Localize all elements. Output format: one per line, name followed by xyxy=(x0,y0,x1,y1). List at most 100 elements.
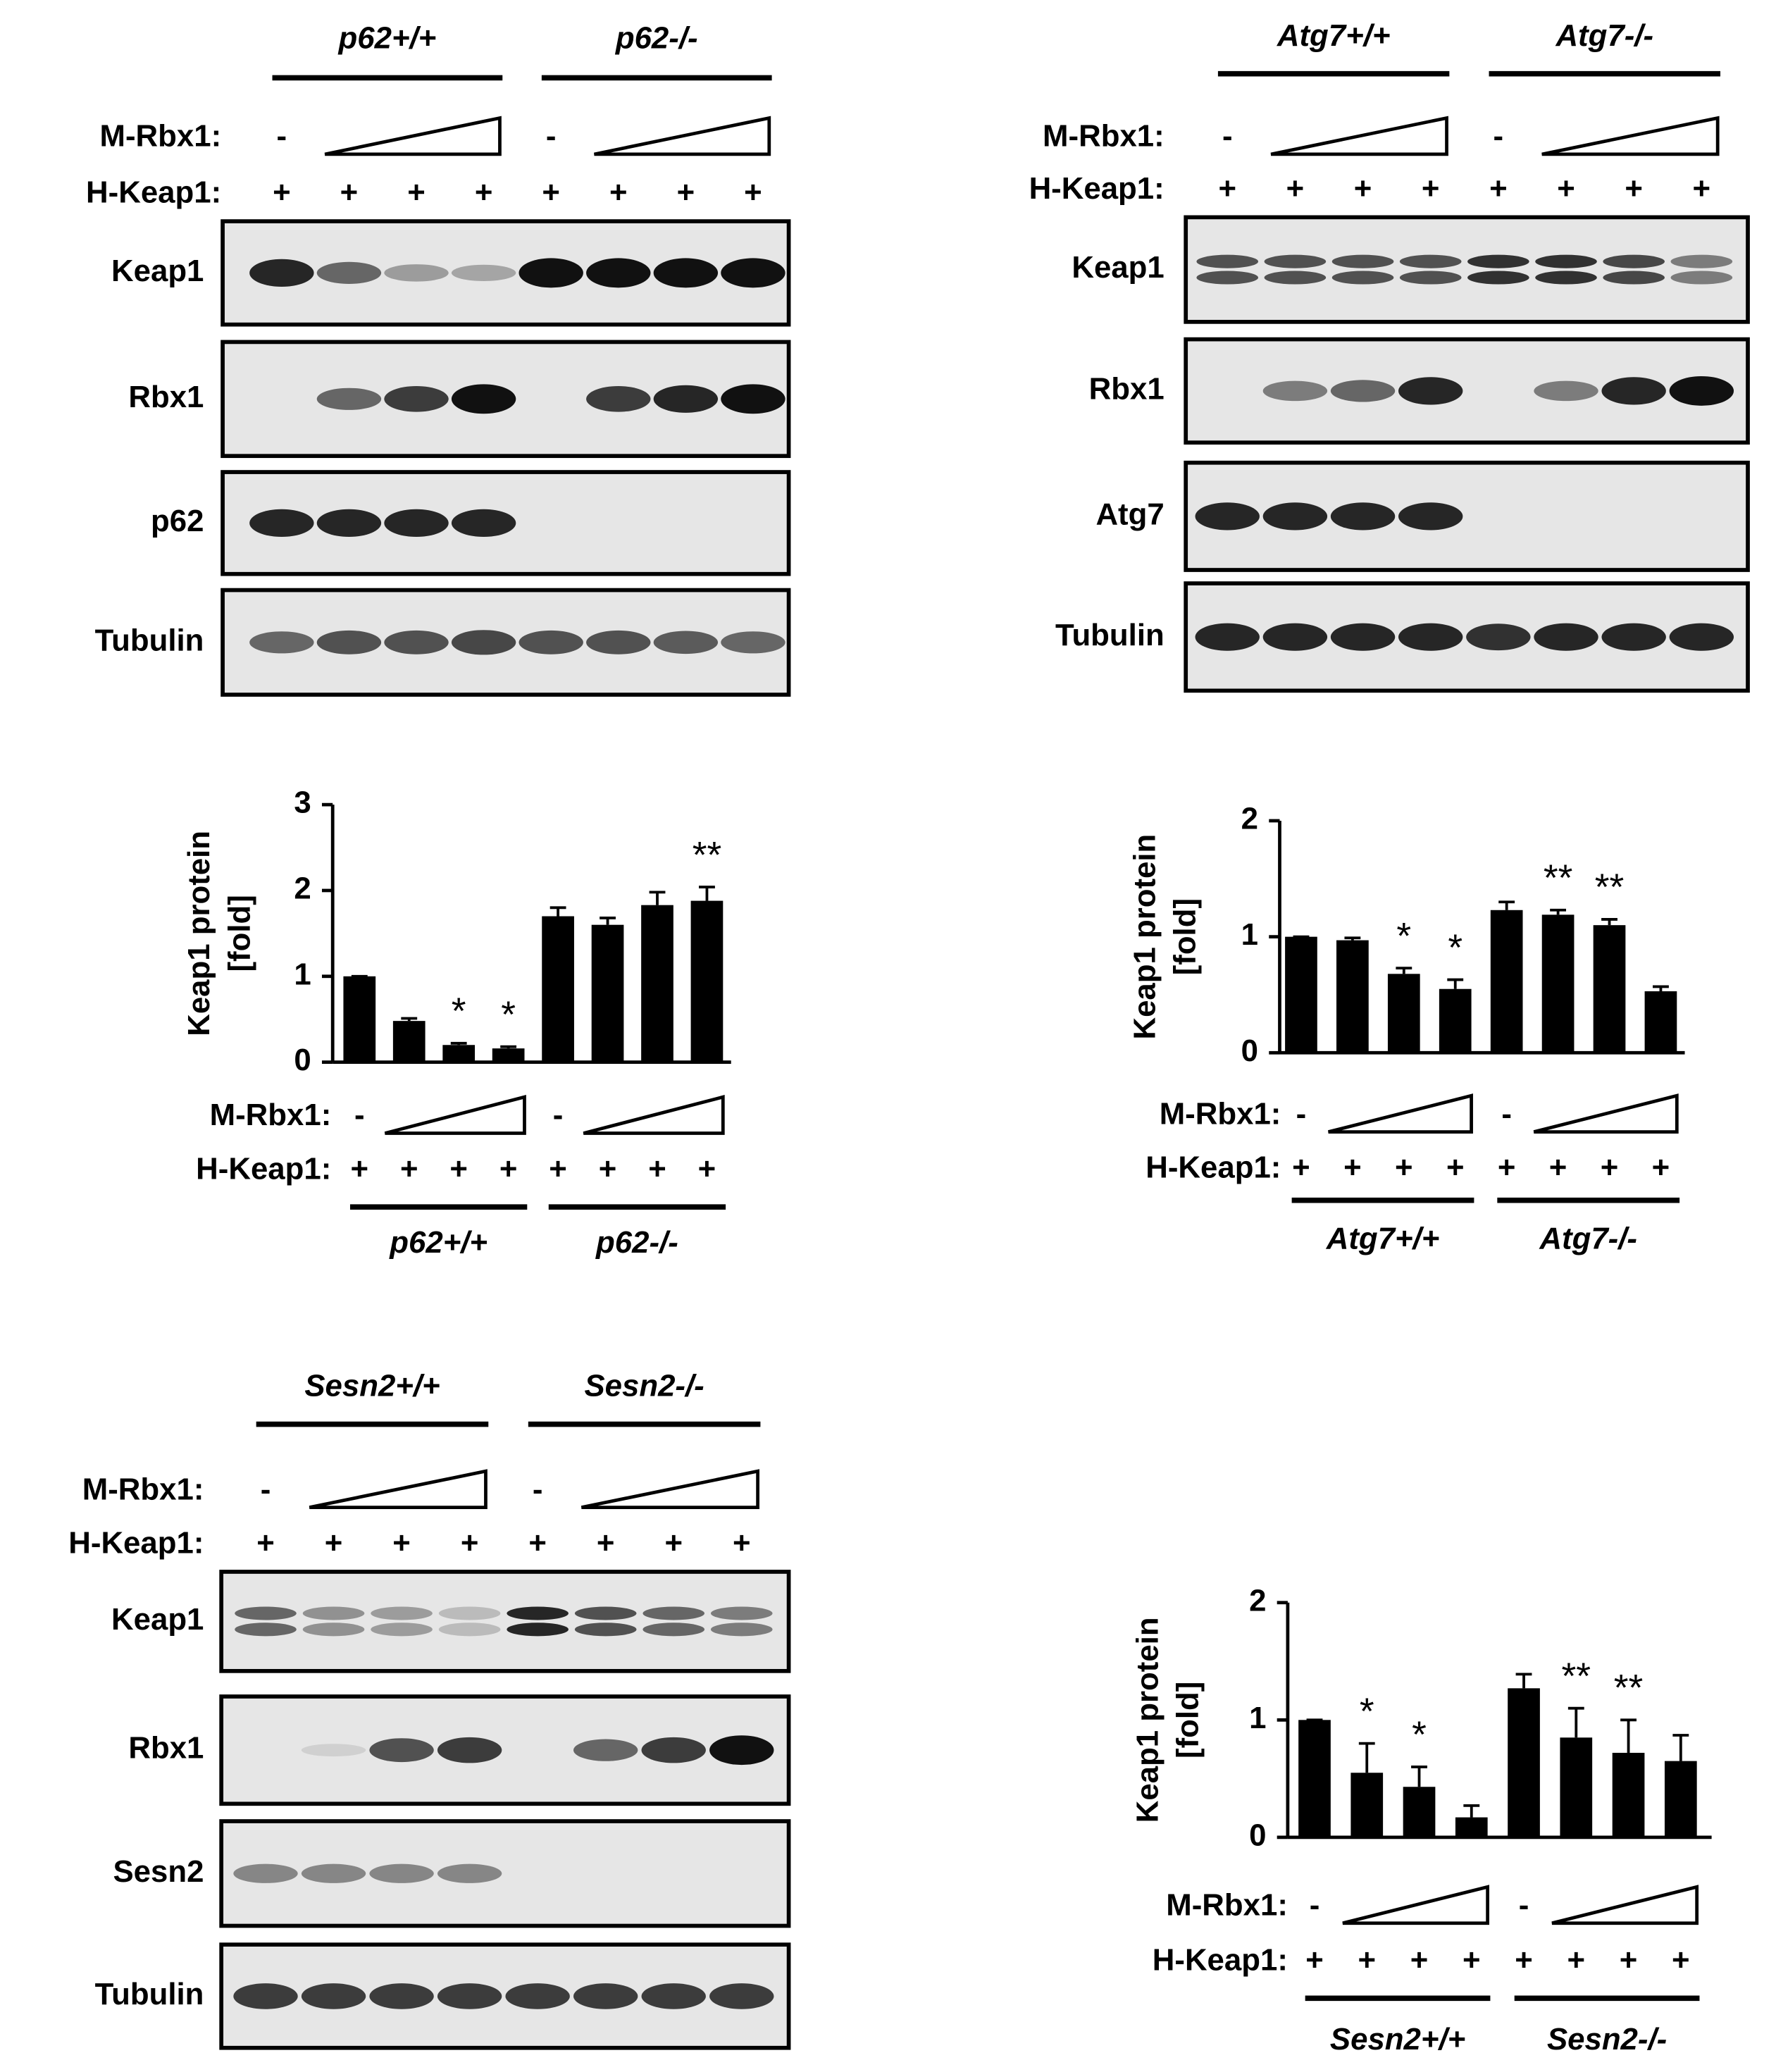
blot-panel xyxy=(219,1570,791,1673)
plus-sign: + xyxy=(1292,1150,1310,1184)
band xyxy=(451,264,516,281)
minus-sign: - xyxy=(354,1098,365,1132)
band xyxy=(301,1983,366,2009)
plus-sign: + xyxy=(273,175,291,210)
band xyxy=(1670,254,1733,268)
dose-wedge xyxy=(1541,116,1720,156)
significance: * xyxy=(1412,1714,1427,1756)
row-label: H-Keap1: xyxy=(1145,1150,1281,1184)
band xyxy=(233,1983,298,2009)
plus-sign: + xyxy=(1446,1150,1465,1184)
y-tick-label: 2 xyxy=(1241,802,1258,836)
dose-wedge xyxy=(594,116,771,156)
plus-sign: + xyxy=(1625,171,1643,206)
bar xyxy=(492,1048,525,1062)
band xyxy=(1467,271,1529,285)
plus-sign: + xyxy=(677,175,695,210)
plus-sign: + xyxy=(648,1151,666,1186)
band xyxy=(249,259,314,287)
band xyxy=(438,1606,501,1620)
plus-sign: + xyxy=(1305,1942,1324,1977)
bar xyxy=(1439,988,1472,1053)
minus-sign: - xyxy=(1310,1887,1320,1922)
band-label: Tubulin xyxy=(95,623,204,657)
band xyxy=(233,1863,298,1883)
plus-sign: + xyxy=(1498,1150,1516,1184)
dose-wedge xyxy=(1328,1093,1473,1134)
band xyxy=(1535,254,1597,268)
plus-sign: + xyxy=(1422,171,1440,206)
bar xyxy=(591,924,624,1062)
group-label: p62+/+ xyxy=(338,21,437,56)
band xyxy=(384,386,449,412)
band xyxy=(574,1606,637,1620)
plus-sign: + xyxy=(1652,1150,1670,1184)
bar xyxy=(392,1021,426,1062)
band-label: Keap1 xyxy=(111,1602,204,1637)
y-tick-label: 0 xyxy=(1241,1034,1258,1068)
plus-sign: + xyxy=(407,175,426,210)
plus-sign: + xyxy=(1218,171,1236,206)
row-label: H-Keap1: xyxy=(86,175,221,210)
plus-sign: + xyxy=(392,1525,411,1560)
minus-sign: - xyxy=(533,1472,543,1506)
bar xyxy=(1490,910,1523,1053)
row-label: M-Rbx1: xyxy=(82,1472,204,1506)
plus-sign: + xyxy=(733,1525,751,1560)
band xyxy=(1330,623,1396,651)
y-axis-label: Keap1 protein xyxy=(1128,834,1162,1040)
band xyxy=(369,1863,434,1883)
significance: * xyxy=(452,991,466,1032)
plus-sign: + xyxy=(549,1151,567,1186)
significance: ** xyxy=(1544,857,1572,899)
band xyxy=(1669,623,1734,651)
bar xyxy=(1508,1688,1540,1837)
band xyxy=(384,264,449,282)
plus-sign: + xyxy=(1601,1150,1619,1184)
bar xyxy=(1541,914,1575,1053)
y-axis-label: Keap1 protein xyxy=(1130,1617,1165,1823)
minus-sign: - xyxy=(553,1098,564,1132)
minus-sign: - xyxy=(277,119,287,154)
band xyxy=(1195,623,1260,651)
band xyxy=(1398,377,1463,405)
band-label: Keap1 xyxy=(111,254,204,288)
band xyxy=(1467,254,1529,268)
band xyxy=(1398,502,1463,531)
plus-sign: + xyxy=(1515,1942,1533,1977)
group-label: Atg7+/+ xyxy=(1277,18,1391,53)
band xyxy=(1535,271,1597,285)
dose-wedge xyxy=(1533,1093,1679,1134)
dose-wedge xyxy=(583,1095,725,1135)
plus-sign: + xyxy=(528,1525,547,1560)
dose-wedge xyxy=(324,116,502,156)
band xyxy=(642,1623,705,1637)
band xyxy=(1601,377,1666,405)
plus-sign: + xyxy=(1557,171,1575,206)
bar xyxy=(1285,936,1317,1053)
band xyxy=(573,1983,638,2009)
band xyxy=(369,1983,434,2009)
band xyxy=(369,1738,434,1763)
band xyxy=(518,258,583,288)
plus-sign: + xyxy=(1489,171,1508,206)
band xyxy=(1262,623,1328,651)
band xyxy=(1196,254,1259,268)
band xyxy=(1399,271,1462,285)
group-label: Sesn2-/- xyxy=(584,1369,704,1403)
group-label: Sesn2+/+ xyxy=(304,1369,440,1403)
plus-sign: + xyxy=(1343,1150,1362,1184)
plus-sign: + xyxy=(475,175,493,210)
bar xyxy=(1664,1761,1697,1837)
plus-sign: + xyxy=(664,1525,683,1560)
band xyxy=(1331,271,1394,285)
row-label: M-Rbx1: xyxy=(1166,1887,1288,1922)
band xyxy=(451,384,516,414)
plus-sign: + xyxy=(499,1151,518,1186)
minus-sign: - xyxy=(546,119,557,154)
band xyxy=(302,1623,365,1637)
band xyxy=(1331,254,1394,268)
band xyxy=(1196,271,1259,285)
dose-wedge xyxy=(309,1469,488,1509)
plus-sign: + xyxy=(461,1525,479,1560)
